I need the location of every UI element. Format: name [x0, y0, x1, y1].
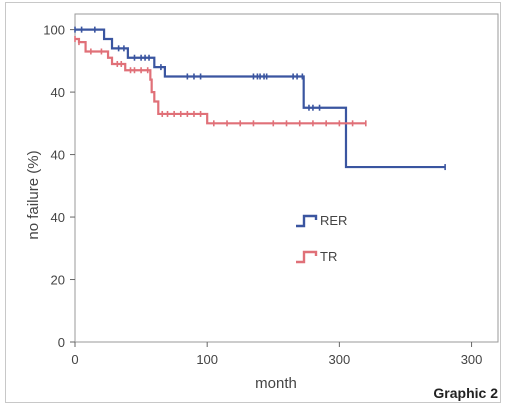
y-axis-label: no failure (%) — [25, 150, 42, 239]
plot-frame — [74, 13, 499, 343]
y-tick-label: 100 — [43, 23, 65, 38]
x-tick-label: 0 — [71, 352, 78, 367]
x-tick-label: 100 — [196, 352, 218, 367]
x-tick-label: 300 — [461, 352, 483, 367]
y-tick-label: 40 — [51, 148, 65, 163]
legend: RER TR — [296, 213, 347, 264]
series-tr — [74, 35, 367, 127]
figure-caption: Graphic 2 — [433, 385, 498, 401]
series-layer — [74, 26, 446, 171]
legend-swatch-tr — [296, 250, 318, 264]
x-axis: 0 100 300 300 — [71, 342, 482, 367]
x-tick-label: 300 — [329, 352, 351, 367]
x-axis-label: month — [255, 375, 297, 392]
legend-label-rer: RER — [320, 213, 347, 228]
series-rer — [74, 26, 446, 171]
legend-swatch-rer — [296, 214, 318, 228]
y-axis: 0 20 40 40 40 100 — [43, 23, 75, 350]
series-line-tr — [75, 37, 366, 125]
y-tick-label: 20 — [51, 273, 65, 288]
legend-label-tr: TR — [320, 249, 337, 264]
y-tick-label: 40 — [51, 210, 65, 225]
plot-area — [74, 13, 499, 343]
y-tick-label: 0 — [58, 335, 65, 350]
y-tick-label: 40 — [51, 85, 65, 100]
